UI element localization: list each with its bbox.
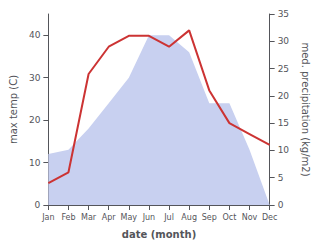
svg-text:Aug: Aug: [181, 213, 197, 222]
svg-text:30: 30: [29, 73, 41, 83]
svg-text:Jul: Jul: [163, 213, 174, 222]
svg-text:10: 10: [29, 158, 41, 168]
svg-text:10: 10: [278, 145, 290, 155]
svg-text:40: 40: [29, 30, 41, 40]
svg-text:35: 35: [278, 9, 289, 19]
svg-text:Dec: Dec: [262, 213, 277, 222]
svg-text:Oct: Oct: [222, 213, 236, 222]
svg-text:Jan: Jan: [41, 213, 54, 222]
svg-text:Apr: Apr: [102, 213, 117, 222]
svg-text:0: 0: [35, 200, 41, 210]
svg-text:date (month): date (month): [122, 229, 196, 240]
svg-text:25: 25: [278, 64, 289, 74]
svg-text:Feb: Feb: [61, 213, 75, 222]
svg-text:Jun: Jun: [142, 213, 156, 222]
svg-text:15: 15: [278, 118, 289, 128]
svg-text:Sep: Sep: [202, 213, 217, 222]
svg-text:0: 0: [278, 200, 284, 210]
svg-text:5: 5: [278, 173, 284, 183]
svg-text:20: 20: [29, 115, 41, 125]
svg-text:May: May: [121, 213, 138, 222]
svg-text:Mar: Mar: [81, 213, 97, 222]
svg-text:20: 20: [278, 91, 290, 101]
svg-text:30: 30: [278, 36, 290, 46]
svg-text:Nov: Nov: [242, 213, 258, 222]
svg-text:med. precipitation (kg/m2): med. precipitation (kg/m2): [300, 42, 311, 176]
svg-text:max temp (C): max temp (C): [8, 75, 19, 144]
